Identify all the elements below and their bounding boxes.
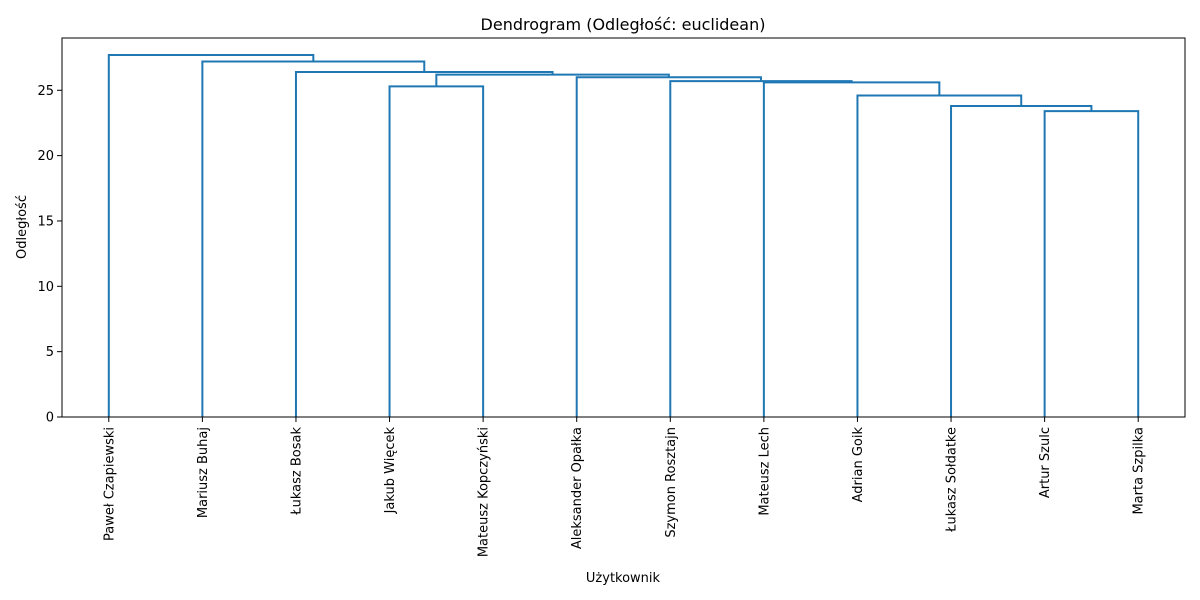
x-tick-label: Łukasz Sołdatke bbox=[945, 427, 960, 533]
dendrogram-link-c9 bbox=[294, 70, 554, 417]
dendrogram-link-c6 bbox=[669, 80, 853, 417]
y-axis: 0 5 10 15 20 25 bbox=[37, 84, 62, 426]
y-tick-label: 20 bbox=[37, 149, 54, 164]
x-tick-label: Artur Szulc bbox=[1038, 427, 1053, 498]
x-tick-label: Mariusz Buhaj bbox=[196, 427, 211, 518]
x-tick-label: Adrian Goik bbox=[851, 427, 866, 503]
dendrogram-link-c10 bbox=[201, 60, 426, 417]
dendrogram-link-c7 bbox=[575, 76, 762, 417]
y-tick-label: 5 bbox=[46, 345, 54, 360]
x-tick-label: Mateusz Kopczyński bbox=[477, 427, 492, 557]
plot-frame bbox=[61, 37, 1186, 418]
x-tick-label: Marta Szpilka bbox=[1132, 427, 1147, 515]
x-tick-label: Mateusz Lech bbox=[757, 427, 772, 516]
chart-title: Dendrogram (Odległość: euclidean) bbox=[481, 15, 766, 34]
x-tick-label: Jakub Więcek bbox=[383, 427, 398, 515]
dendrogram-link-c4 bbox=[388, 85, 485, 417]
dendrogram-link-c3 bbox=[856, 94, 1023, 417]
y-tick-label: 10 bbox=[37, 280, 54, 295]
y-tick-label: 15 bbox=[37, 214, 54, 229]
y-axis-title: Odległość bbox=[15, 195, 30, 259]
x-axis-title: Użytkownik bbox=[586, 571, 661, 586]
x-tick-label: Paweł Czapiewski bbox=[102, 427, 117, 541]
dendrogram-links bbox=[107, 53, 1140, 417]
dendrogram-link-c2 bbox=[950, 104, 1093, 417]
y-tick-label: 0 bbox=[46, 411, 54, 426]
dendrogram-link-c1 bbox=[1043, 110, 1140, 417]
x-axis: Paweł Czapiewski Mariusz Buhaj Łukasz Bosa… bbox=[102, 417, 1147, 557]
x-tick-label: Szymon Rosztajn bbox=[664, 427, 679, 538]
y-tick-label: 25 bbox=[37, 84, 54, 99]
x-tick-label: Łukasz Bosak bbox=[289, 427, 304, 516]
x-tick-label: Aleksander Opałka bbox=[570, 427, 585, 549]
dendrogram-link-c5 bbox=[762, 81, 941, 417]
dendrogram-link-c11 bbox=[107, 53, 315, 417]
